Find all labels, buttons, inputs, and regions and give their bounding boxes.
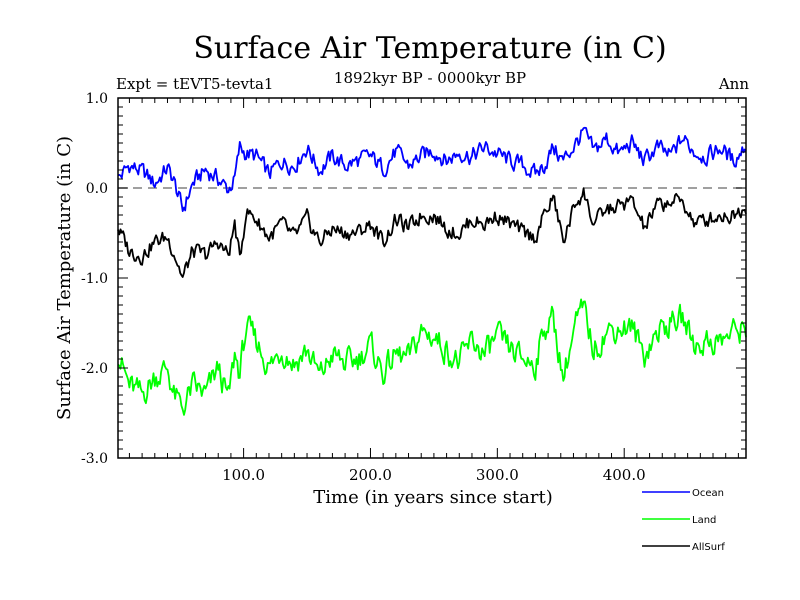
- y-tick-label: 1.0: [86, 91, 108, 107]
- legend-label-ocean: Ocean: [692, 488, 724, 499]
- experiment-label: Expt = tEVT5-tevta1: [116, 75, 273, 93]
- y-tick-label: -2.0: [81, 361, 108, 377]
- y-axis-label: Surface Air Temperature (in C): [54, 136, 75, 420]
- series-line-land: [117, 298, 747, 416]
- x-tick-label: 400.0: [603, 466, 646, 484]
- legend-label-allsurf: AllSurf: [692, 542, 725, 553]
- legend: Ocean Land AllSurf: [642, 488, 725, 553]
- series-line-allsurf: [117, 187, 747, 278]
- y-tick-label: 0.0: [86, 181, 108, 197]
- chart-title: Surface Air Temperature (in C): [193, 31, 666, 66]
- x-tick-label: 200.0: [349, 466, 392, 484]
- x-axis-label: Time (in years since start): [313, 487, 553, 508]
- axes: 100.0 200.0 300.0 400.0 1.0 0.0 -1.0 -2.0 -3.0: [81, 91, 747, 484]
- x-tick-label: 300.0: [476, 466, 519, 484]
- x-tick-label: 100.0: [222, 466, 265, 484]
- y-tick-label: -3.0: [81, 451, 108, 467]
- season-label: Ann: [718, 75, 749, 93]
- series-group: [117, 126, 747, 416]
- series-line-ocean: [117, 126, 747, 213]
- y-tick-label: -1.0: [81, 271, 108, 287]
- legend-label-land: Land: [692, 515, 716, 526]
- chart-subtitle: 1892kyr BP - 0000kyr BP: [334, 69, 526, 87]
